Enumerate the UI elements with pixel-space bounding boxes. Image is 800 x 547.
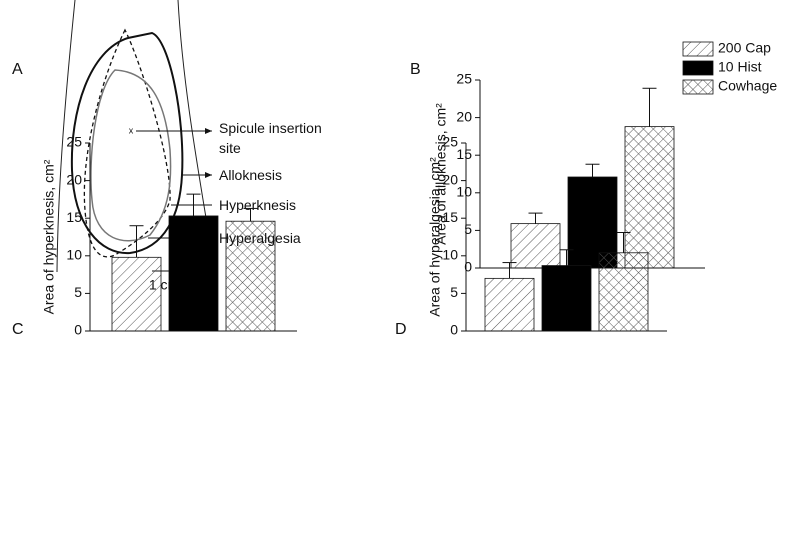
y-tick-label: 25: [66, 134, 82, 150]
bar: [168, 215, 219, 332]
legend-label: Cowhage: [718, 78, 777, 94]
legend-swatch: [682, 41, 714, 57]
y-tick-label: 20: [442, 171, 458, 187]
y-tick-label: 0: [74, 322, 82, 338]
annotation: Hyperknesis: [219, 197, 297, 213]
y-tick-label: 15: [442, 209, 458, 225]
bar: [510, 223, 561, 269]
alloknesis-outline: [70, 31, 184, 255]
legend-swatch: [682, 60, 714, 76]
y-tick-label: 10: [442, 247, 458, 263]
y-tick-label: 0: [450, 322, 458, 338]
annotation: Hyperalgesia: [219, 230, 301, 246]
y-tick-label: 20: [456, 108, 472, 124]
y-tick-label: 10: [66, 247, 82, 263]
legend-swatch: [682, 79, 714, 95]
y-tick-label: 5: [464, 221, 472, 237]
y-tick-label: 5: [74, 284, 82, 300]
y-tick-label: 25: [456, 71, 472, 87]
annotation: Alloknesis: [219, 167, 283, 183]
y-tick-label: 0: [464, 259, 472, 275]
insertion-marker: x: [129, 125, 134, 135]
y-tick-label: 25: [442, 134, 458, 150]
panel-label: A: [12, 61, 23, 78]
bar: [111, 256, 162, 332]
bar: [541, 265, 592, 332]
hyperalgesia-outline: [83, 28, 171, 258]
annotation: Spicule insertion site: [219, 120, 322, 156]
y-tick-label: 15: [66, 209, 82, 225]
y-axis-label: Area of alloknesis, cm²: [433, 103, 449, 245]
y-tick-label: 15: [456, 146, 472, 162]
panel-label: D: [395, 321, 407, 338]
bar: [484, 277, 535, 332]
bar: [598, 252, 649, 332]
legend-label: 10 Hist: [718, 59, 762, 75]
panel-label: C: [12, 321, 24, 338]
panel-label: B: [410, 61, 421, 78]
bar: [624, 126, 675, 269]
diagram: [56, 0, 216, 273]
skin-edge: [56, 0, 76, 273]
y-tick-label: 5: [450, 284, 458, 300]
legend-label: 200 Cap: [718, 40, 771, 56]
hyperknesis-outline: [90, 69, 172, 242]
y-axis-label: Area of hyperknesis, cm²: [41, 159, 57, 314]
y-tick-label: 10: [456, 184, 472, 200]
y-tick-label: 20: [66, 171, 82, 187]
y-axis-label: Area of hyperalgesia, cm²: [427, 157, 443, 317]
